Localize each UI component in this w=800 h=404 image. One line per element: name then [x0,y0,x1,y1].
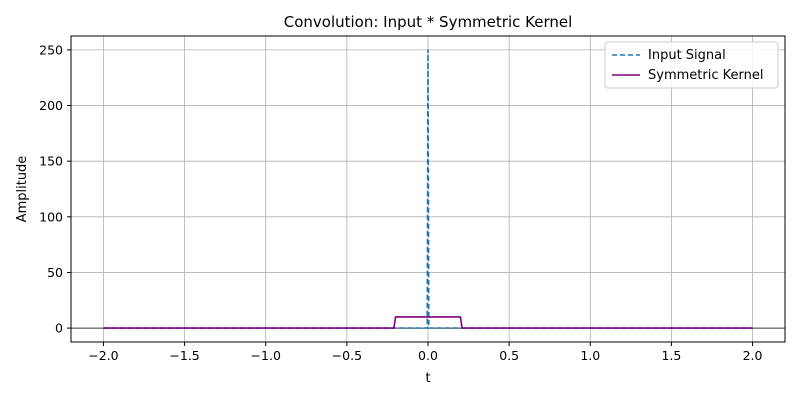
y-tick-label: 50 [47,265,63,280]
x-tick-label: 1.5 [661,348,681,363]
x-tick-label: −2.0 [88,348,118,363]
y-tick-label: 0 [55,321,63,336]
y-tick-label: 100 [39,209,63,224]
y-tick-label: 250 [39,42,63,57]
x-axis-ticks: −2.0 −1.5 −1.0 −0.5 0.0 0.5 1.0 1.5 2.0 [88,342,763,363]
y-axis-title: Amplitude [15,156,30,223]
series-line-symmetric-kernel [103,316,753,329]
x-axis-title: t [425,371,430,386]
x-tick-label: 1.0 [580,348,600,363]
chart-title: Convolution: Input * Symmetric Kernel [284,13,573,31]
x-tick-label: −1.0 [251,348,281,363]
x-tick-label: 0.5 [499,348,519,363]
x-tick-label: −0.5 [332,348,362,363]
legend: Input Signal Symmetric Kernel [604,41,779,89]
x-tick-label: 2.0 [743,348,763,363]
x-tick-label: 0.0 [418,348,438,363]
y-axis-ticks: 0 50 100 150 200 250 [39,42,71,336]
legend-label-symmetric-kernel: Symmetric Kernel [648,68,763,83]
series-layer [103,49,753,329]
y-tick-label: 200 [39,98,63,113]
legend-label-input-signal: Input Signal [648,48,726,63]
x-tick-label: −1.5 [169,348,199,363]
series-line-input-signal [103,49,753,329]
y-tick-label: 150 [39,154,63,169]
legend-box [604,41,779,89]
